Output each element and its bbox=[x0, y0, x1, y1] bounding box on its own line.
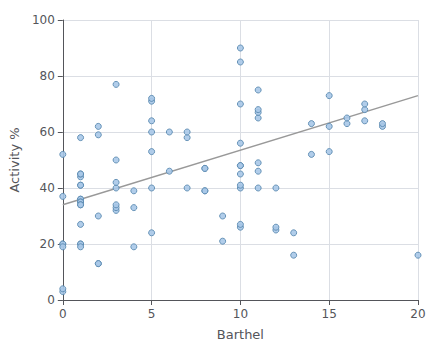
svg-text:15: 15 bbox=[322, 307, 337, 321]
svg-text:5: 5 bbox=[148, 307, 156, 321]
svg-text:20: 20 bbox=[40, 237, 55, 251]
svg-text:0: 0 bbox=[47, 293, 55, 307]
svg-text:Activity %: Activity % bbox=[7, 127, 22, 192]
svg-text:40: 40 bbox=[40, 181, 55, 195]
svg-text:20: 20 bbox=[410, 307, 425, 321]
svg-text:60: 60 bbox=[40, 125, 55, 139]
svg-text:80: 80 bbox=[40, 69, 55, 83]
svg-text:Barthel: Barthel bbox=[217, 327, 264, 342]
svg-text:10: 10 bbox=[233, 307, 248, 321]
svg-text:0: 0 bbox=[59, 307, 67, 321]
svg-text:100: 100 bbox=[32, 13, 55, 27]
